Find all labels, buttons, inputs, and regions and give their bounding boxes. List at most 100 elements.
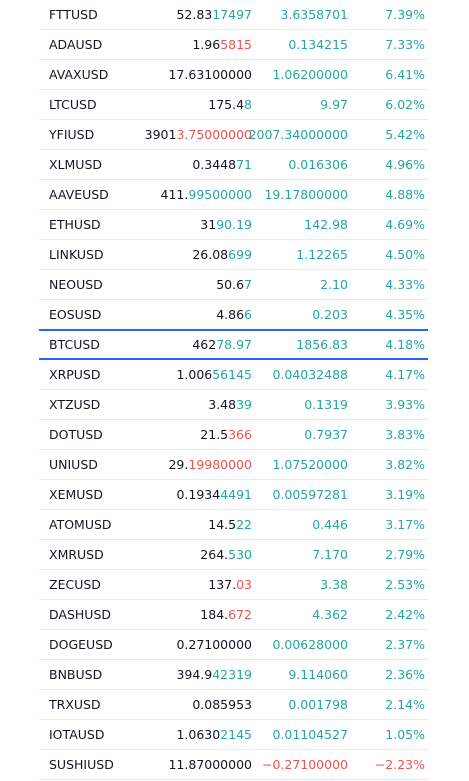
price-change-percent: 4.18% xyxy=(385,337,425,352)
last-price-changed-digits: 19980000 xyxy=(188,457,252,472)
last-price-base: 26.08 xyxy=(192,247,229,262)
watchlist-row-zecusd[interactable]: ZECUSD 137.03 3.38 2.53% xyxy=(39,570,428,600)
last-price: 0.27100000 xyxy=(102,630,252,659)
watchlist-row-eosusd[interactable]: EOSUSD 4.866 0.203 4.35% xyxy=(39,300,428,330)
price-change-percent: 3.83% xyxy=(385,427,425,442)
price-change: 3.6358701 xyxy=(280,7,348,22)
price-change: 0.1319 xyxy=(304,397,348,412)
watchlist-row-ltcusd[interactable]: LTCUSD 175.48 9.97 6.02% xyxy=(39,90,428,120)
watchlist-row-linkusd[interactable]: LINKUSD 26.08699 1.12265 4.50% xyxy=(39,240,428,270)
symbol-label: XMRUSD xyxy=(49,547,104,562)
price-change-percent: 2.42% xyxy=(385,607,425,622)
price-change: 0.446 xyxy=(312,517,348,532)
price-change: 0.016306 xyxy=(288,157,348,172)
last-price-changed-digits: 8 xyxy=(244,97,252,112)
watchlist-row-trxusd[interactable]: TRXUSD 0.085953 0.001798 2.14% xyxy=(39,690,428,720)
last-price-changed-digits: 2145 xyxy=(220,727,252,742)
watchlist-row-adausd[interactable]: ADAUSD 1.965815 0.134215 7.33% xyxy=(39,30,428,60)
last-price-base: 175.4 xyxy=(208,97,245,112)
price-change-percent: 4.96% xyxy=(385,157,425,172)
last-price: 0.085953 xyxy=(102,690,252,719)
last-price-changed-digits: 699 xyxy=(228,247,252,262)
watchlist-row-dotusd[interactable]: DOTUSD 21.5366 0.7937 3.83% xyxy=(39,420,428,450)
last-price-base: 264. xyxy=(200,547,229,562)
last-price-base: 394.9 xyxy=(176,667,213,682)
symbol-label: ZECUSD xyxy=(49,577,101,592)
watchlist-row-neousd[interactable]: NEOUSD 50.67 2.10 4.33% xyxy=(39,270,428,300)
watchlist-row-xemusd[interactable]: XEMUSD 0.19344491 0.00597281 3.19% xyxy=(39,480,428,510)
last-price-base: 1.006 xyxy=(176,367,213,382)
last-price: 14.522 xyxy=(102,510,252,539)
price-change-percent: 2.79% xyxy=(385,547,425,562)
symbol-label: IOTAUSD xyxy=(49,727,105,742)
symbol-label: DASHUSD xyxy=(49,607,111,622)
price-change-percent: 4.50% xyxy=(385,247,425,262)
last-price-base: 3.48 xyxy=(208,397,237,412)
symbol-label: XTZUSD xyxy=(49,397,101,412)
last-price-base: 1.0630 xyxy=(176,727,221,742)
last-price-base: 0.27100000 xyxy=(176,637,252,652)
symbol-label: LINKUSD xyxy=(49,247,104,262)
last-price: 1.06302145 xyxy=(102,720,252,749)
watchlist-row-xtzusd[interactable]: XTZUSD 3.4839 0.1319 3.93% xyxy=(39,390,428,420)
watchlist-row-dogeusd[interactable]: DOGEUSD 0.27100000 0.00628000 2.37% xyxy=(39,630,428,660)
price-change: 0.00628000 xyxy=(272,637,348,652)
symbol-label: BTCUSD xyxy=(49,337,100,352)
price-change-percent: 5.42% xyxy=(385,127,425,142)
price-change-percent: 2.37% xyxy=(385,637,425,652)
symbol-label: AVAXUSD xyxy=(49,67,109,82)
watchlist-row-aaveusd[interactable]: AAVEUSD 411.99500000 19.17800000 4.88% xyxy=(39,180,428,210)
symbol-label: YFIUSD xyxy=(49,127,95,142)
last-price-base: 31 xyxy=(200,217,217,232)
watchlist-row-xmrusd[interactable]: XMRUSD 264.530 7.170 2.79% xyxy=(39,540,428,570)
last-price-base: 184. xyxy=(200,607,229,622)
last-price: 4.866 xyxy=(102,300,252,329)
watchlist-row-fttusd[interactable]: FTTUSD 52.8317497 3.6358701 7.39% xyxy=(39,0,428,30)
watchlist-row-iotausd[interactable]: IOTAUSD 1.06302145 0.01104527 1.05% xyxy=(39,720,428,750)
watchlist-row-xlmusd[interactable]: XLMUSD 0.344871 0.016306 4.96% xyxy=(39,150,428,180)
last-price-changed-digits: 17497 xyxy=(212,7,252,22)
symbol-label: NEOUSD xyxy=(49,277,103,292)
watchlist-row-avaxusd[interactable]: AVAXUSD 17.63100000 1.06200000 6.41% xyxy=(39,60,428,90)
price-change: 0.203 xyxy=(312,307,348,322)
price-change-percent: 1.05% xyxy=(385,727,425,742)
last-price: 52.8317497 xyxy=(102,0,252,29)
price-change: 4.362 xyxy=(312,607,348,622)
watchlist-row-sushiusd[interactable]: SUSHIUSD 11.87000000 −0.27100000 −2.23% xyxy=(39,750,428,780)
symbol-label: ADAUSD xyxy=(49,37,103,52)
price-change: 7.170 xyxy=(312,547,348,562)
last-price-base: 0.085953 xyxy=(192,697,252,712)
last-price: 0.19344491 xyxy=(102,480,252,509)
price-change: 2.10 xyxy=(320,277,348,292)
watchlist-row-bnbusd[interactable]: BNBUSD 394.942319 9.114060 2.36% xyxy=(39,660,428,690)
price-change-percent: 7.33% xyxy=(385,37,425,52)
last-price: 39013.75000000 xyxy=(102,120,252,149)
symbol-label: XEMUSD xyxy=(49,487,103,502)
last-price: 0.344871 xyxy=(102,150,252,179)
symbol-label: BNBUSD xyxy=(49,667,103,682)
watchlist-row-atomusd[interactable]: ATOMUSD 14.522 0.446 3.17% xyxy=(39,510,428,540)
last-price-changed-digits: 42319 xyxy=(212,667,252,682)
symbol-label: XRPUSD xyxy=(49,367,101,382)
watchlist-row-xrpusd[interactable]: XRPUSD 1.00656145 0.04032488 4.17% xyxy=(39,360,428,390)
last-price-changed-digits: 39 xyxy=(236,397,252,412)
watchlist-row-dashusd[interactable]: DASHUSD 184.672 4.362 2.42% xyxy=(39,600,428,630)
price-change-percent: 6.41% xyxy=(385,67,425,82)
watchlist-row-btcusd[interactable]: BTCUSD 46278.97 1856.83 4.18% xyxy=(39,329,428,360)
last-price-base: 4.86 xyxy=(216,307,245,322)
watchlist-row-yfiusd[interactable]: YFIUSD 39013.75000000 2007.34000000 5.42% xyxy=(39,120,428,150)
price-change: 0.00597281 xyxy=(272,487,348,502)
price-change: 1.12265 xyxy=(296,247,348,262)
symbol-label: EOSUSD xyxy=(49,307,102,322)
price-change-percent: −2.23% xyxy=(374,757,425,772)
last-price-changed-digits: 366 xyxy=(228,427,252,442)
price-change: −0.27100000 xyxy=(261,757,348,772)
watchlist-row-uniusd[interactable]: UNIUSD 29.19980000 1.07520000 3.82% xyxy=(39,450,428,480)
last-price: 264.530 xyxy=(102,540,252,569)
last-price-base: 3901 xyxy=(144,127,177,142)
price-change: 9.114060 xyxy=(288,667,348,682)
watchlist-row-ethusd[interactable]: ETHUSD 3190.19 142.98 4.69% xyxy=(39,210,428,240)
last-price-changed-digits: 5815 xyxy=(220,37,252,52)
last-price-base: 411. xyxy=(160,187,189,202)
symbol-label: ETHUSD xyxy=(49,217,101,232)
